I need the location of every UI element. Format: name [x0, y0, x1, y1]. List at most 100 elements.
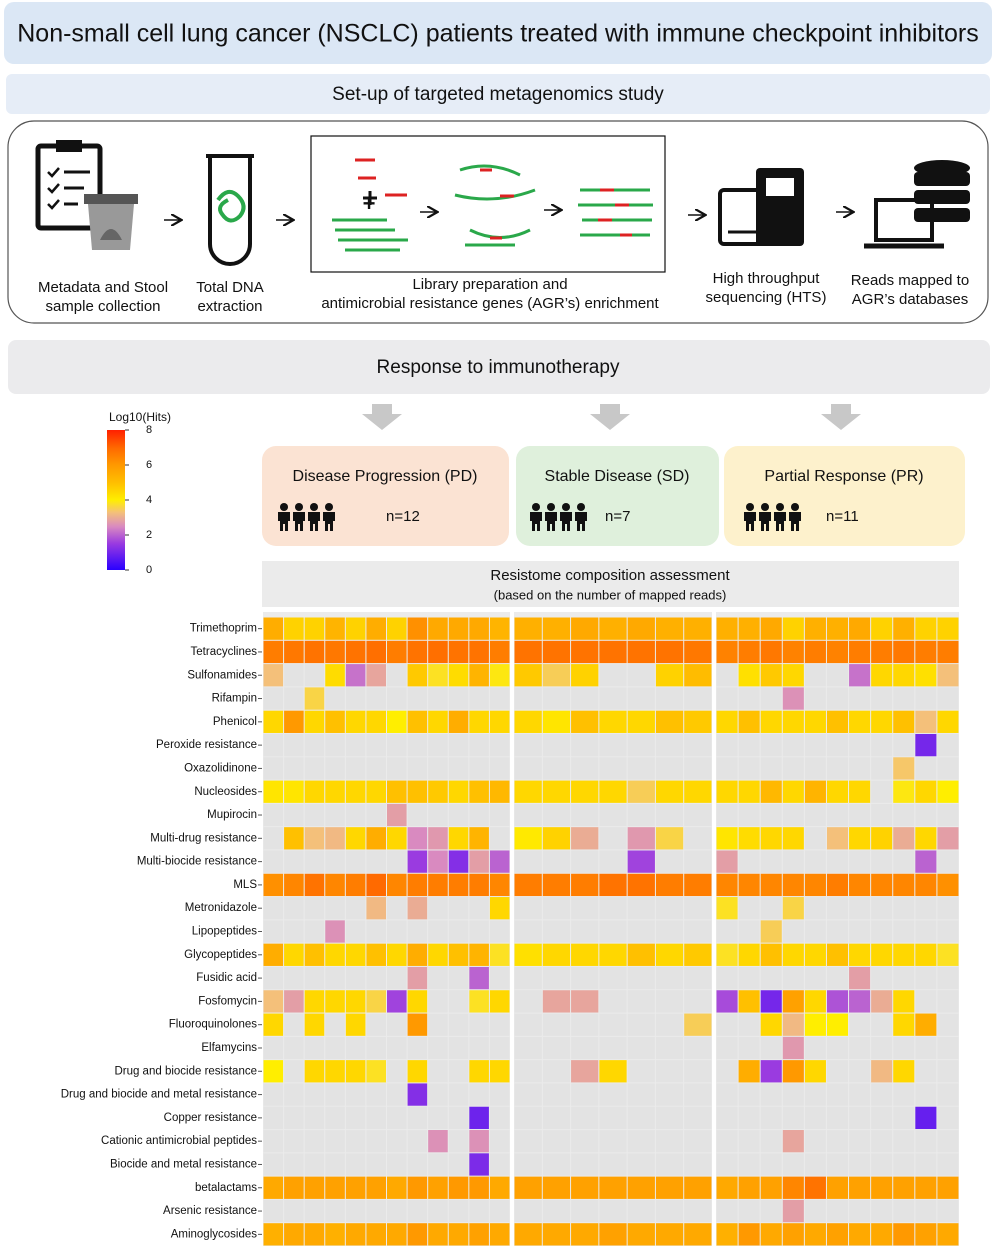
empty-cell [627, 1130, 655, 1153]
empty-cell [627, 966, 655, 990]
heatmap-cell [826, 1223, 849, 1246]
empty-cell [627, 920, 655, 943]
empty-cell [738, 757, 760, 780]
heatmap-cell [345, 1060, 366, 1083]
empty-cell [849, 757, 871, 780]
heatmap-cell [489, 1176, 510, 1199]
empty-cell [716, 733, 738, 757]
heatmap-cell [599, 1060, 627, 1083]
heatmap-cell [366, 1176, 386, 1199]
heatmap-cell [407, 943, 428, 966]
empty-cell [716, 687, 738, 710]
heatmap-cell [571, 827, 599, 850]
group-box [262, 446, 509, 546]
heatmap-cell [871, 990, 893, 1013]
heatmap-cell [915, 873, 937, 897]
empty-cell [849, 897, 871, 920]
empty-cell [716, 1130, 738, 1153]
heatmap-cell [937, 664, 959, 687]
empty-cell [514, 1083, 542, 1106]
heatmap-cell [849, 966, 871, 990]
empty-cell [893, 850, 915, 873]
heatmap-cell [304, 687, 325, 710]
empty-cell [599, 664, 627, 687]
empty-cell [738, 1036, 760, 1060]
heatmap-cell [937, 780, 959, 803]
empty-cell [849, 687, 871, 710]
heatmap-cell [469, 966, 489, 990]
empty-cell [627, 1013, 655, 1036]
empty-cell [263, 827, 284, 850]
heatmap-cell [407, 710, 428, 733]
heatmap-cell [893, 664, 915, 687]
heatmap-cell [407, 780, 428, 803]
response-title: Response to immunotherapy [377, 357, 620, 378]
empty-cell [937, 1036, 959, 1060]
heatmap-cell [489, 780, 510, 803]
heatmap-cell [782, 687, 804, 710]
heatmap-cell [387, 617, 407, 640]
empty-cell [304, 733, 325, 757]
heatmap-cell [782, 943, 804, 966]
heatmap-cell [760, 920, 782, 943]
empty-cell [304, 757, 325, 780]
empty-cell [627, 1060, 655, 1083]
heatmap-cell [514, 617, 542, 640]
empty-cell [345, 687, 366, 710]
heatmap-cell [684, 640, 712, 664]
empty-cell [325, 1036, 345, 1060]
heatmap-cell [489, 617, 510, 640]
heatmap-cell [304, 780, 325, 803]
empty-cell [893, 687, 915, 710]
heatmap-cell [469, 1176, 489, 1199]
empty-cell [489, 733, 510, 757]
row-label: Fosfomycin [198, 995, 257, 1007]
heatmap-cell [738, 617, 760, 640]
row-label: Copper resistance [164, 1112, 257, 1124]
heatmap-cell [738, 664, 760, 687]
heatmap-cell [448, 850, 469, 873]
empty-cell [684, 850, 712, 873]
empty-cell [684, 966, 712, 990]
heatmap-cell [738, 1060, 760, 1083]
empty-cell [849, 733, 871, 757]
empty-cell [804, 1130, 826, 1153]
empty-cell [655, 990, 684, 1013]
heatmap-cell [684, 780, 712, 803]
empty-cell [627, 1083, 655, 1106]
heatmap-cell [599, 780, 627, 803]
row-label: Multi-biocide resistance [137, 856, 257, 868]
empty-cell [263, 1083, 284, 1106]
heatmap-cell [849, 710, 871, 733]
empty-cell [937, 1013, 959, 1036]
empty-cell [738, 897, 760, 920]
heatmap-cell [738, 990, 760, 1013]
heatmap-cell [469, 1106, 489, 1130]
heatmap-cell [407, 1083, 428, 1106]
empty-cell [571, 757, 599, 780]
empty-cell [871, 1013, 893, 1036]
empty-cell [387, 1106, 407, 1130]
empty-cell [387, 733, 407, 757]
empty-cell [599, 1013, 627, 1036]
row-label: Arsenic resistance [163, 1205, 257, 1217]
heatmap-cell [893, 710, 915, 733]
heatmap-cell [448, 617, 469, 640]
heatmap-cell [448, 640, 469, 664]
group-n: n=12 [386, 508, 420, 525]
group-box [516, 446, 719, 546]
empty-cell [304, 1083, 325, 1106]
heatmap-cell [469, 1060, 489, 1083]
empty-cell [716, 803, 738, 827]
empty-cell [407, 1153, 428, 1176]
row-label: Multi-drug resistance [150, 832, 257, 844]
heatmap-cell [627, 943, 655, 966]
empty-cell [263, 920, 284, 943]
empty-cell [263, 966, 284, 990]
empty-cell [937, 1060, 959, 1083]
heatmap-cell [738, 710, 760, 733]
heatmap-cell [345, 664, 366, 687]
heatmap-cell [284, 873, 304, 897]
empty-cell [871, 850, 893, 873]
